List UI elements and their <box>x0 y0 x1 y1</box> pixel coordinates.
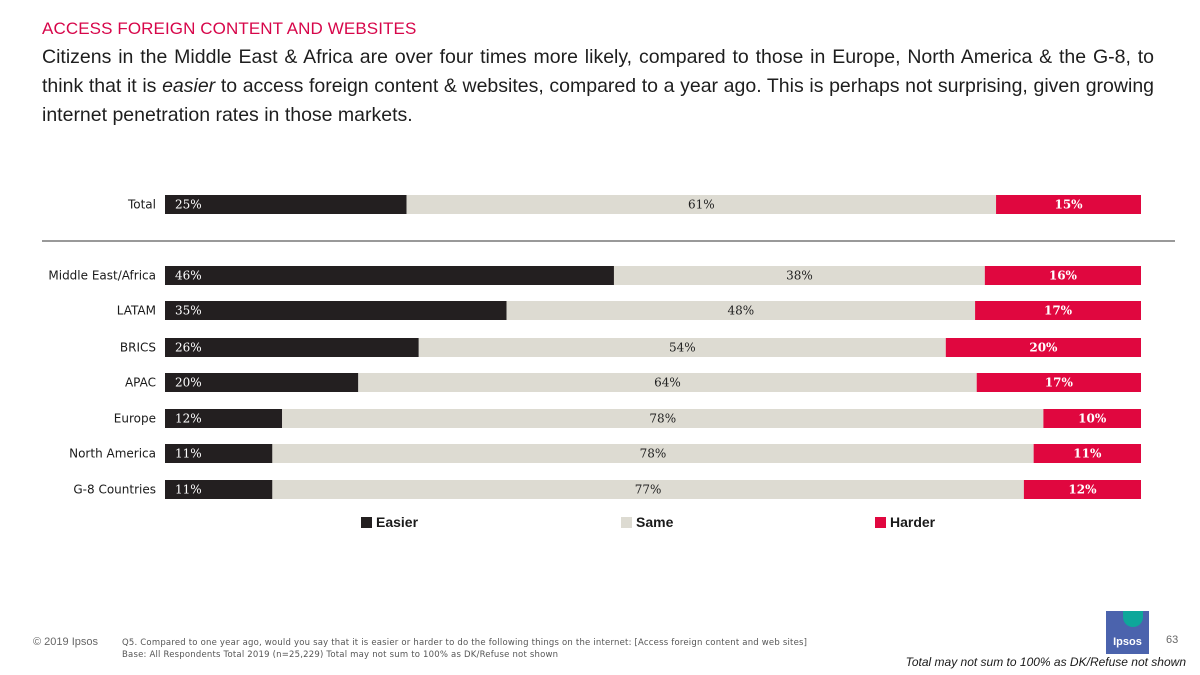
bar-harder-total <box>996 195 1141 214</box>
bar-harder-middle-east-africa <box>984 266 1141 285</box>
data-label-harder-brics: 20% <box>1029 341 1058 355</box>
legend-label-harder: Harder <box>890 514 936 530</box>
bar-same-middle-east-africa <box>613 266 985 285</box>
data-label-harder-middle-east-africa: 16% <box>1049 269 1078 283</box>
bar-same-north-america <box>272 444 1034 463</box>
data-label-easier-g-8-countries: 11% <box>175 483 202 497</box>
data-label-harder-total: 15% <box>1054 198 1083 212</box>
data-label-same-total: 61% <box>688 198 715 212</box>
logo-accent <box>1123 611 1143 627</box>
data-label-easier-brics: 26% <box>175 341 202 355</box>
data-label-same-europe: 78% <box>649 412 676 426</box>
copyright: © 2019 Ipsos <box>33 636 98 648</box>
legend-item-easier: Easier <box>361 514 418 530</box>
legend-label-easier: Easier <box>376 514 419 530</box>
data-label-harder-apac: 17% <box>1045 376 1074 390</box>
bar-same-apac <box>358 373 977 392</box>
category-label-total: Total <box>127 198 156 212</box>
data-label-same-apac: 64% <box>654 376 681 390</box>
legend-item-same: Same <box>621 514 673 530</box>
data-label-harder-latam: 17% <box>1044 304 1073 318</box>
bar-same-europe <box>282 409 1044 428</box>
legend-swatch-easier <box>361 516 372 528</box>
data-label-same-middle-east-africa: 38% <box>786 269 813 283</box>
data-label-same-north-america: 78% <box>640 447 667 461</box>
bar-harder-brics <box>945 338 1141 357</box>
legend-swatch-same <box>621 516 632 528</box>
bar-harder-latam <box>975 301 1141 320</box>
category-label-latam: LATAM <box>117 304 156 318</box>
category-label-north-america: North America <box>69 447 156 461</box>
headline: Citizens in the Middle East & Africa are… <box>42 43 1154 130</box>
footnote-base: Base: All Respondents Total 2019 (n=25,2… <box>122 650 559 660</box>
data-label-same-latam: 48% <box>728 304 755 318</box>
legend-swatch-harder <box>875 516 886 528</box>
logo-wordmark: Ipsos <box>1113 636 1142 648</box>
category-label-apac: APAC <box>125 376 156 390</box>
bar-easier-brics <box>165 338 419 357</box>
legend-item-harder: Harder <box>875 514 935 530</box>
bar-harder-g-8-countries <box>1023 480 1141 499</box>
ipsos-logo: Ipsos <box>1106 611 1149 654</box>
headline-text: Citizens in the Middle East & Africa are… <box>42 46 1154 97</box>
bar-easier-north-america <box>165 444 273 463</box>
bar-harder-europe <box>1043 409 1141 428</box>
bar-easier-middle-east-africa <box>165 266 614 285</box>
bar-easier-latam <box>165 301 507 320</box>
bar-easier-g-8-countries <box>165 480 273 499</box>
data-label-easier-total: 25% <box>175 198 202 212</box>
bar-easier-apac <box>165 373 359 392</box>
data-label-easier-apac: 20% <box>175 376 202 390</box>
data-label-harder-north-america: 11% <box>1073 447 1102 461</box>
data-label-easier-north-america: 11% <box>175 447 202 461</box>
bar-same-brics <box>418 338 946 357</box>
bar-same-total <box>406 195 997 214</box>
bar-harder-apac <box>976 373 1141 392</box>
chart-legend: Easier Same Harder <box>0 514 1200 536</box>
category-label-brics: BRICS <box>120 341 156 355</box>
footnote: Q5. Compared to one year ago, would you … <box>122 637 807 661</box>
bar-easier-europe <box>165 409 283 428</box>
bar-same-g-8-countries <box>272 480 1024 499</box>
category-label-europe: Europe <box>114 412 156 426</box>
total-note: Total may not sum to 100% as DK/Refuse n… <box>905 655 1186 669</box>
data-label-easier-latam: 35% <box>175 304 202 318</box>
data-label-harder-europe: 10% <box>1078 412 1107 426</box>
footnote-question: Q5. Compared to one year ago, would you … <box>122 638 808 648</box>
bar-same-latam <box>506 301 976 320</box>
data-label-harder-g-8-countries: 12% <box>1068 483 1097 497</box>
category-label-middle-east-africa: Middle East/Africa <box>48 269 156 283</box>
headline-emphasis: easier <box>162 75 216 97</box>
section-kicker: ACCESS FOREIGN CONTENT AND WEBSITES <box>42 19 417 38</box>
data-label-same-g-8-countries: 77% <box>635 483 662 497</box>
data-label-easier-middle-east-africa: 46% <box>175 269 202 283</box>
headline-text-end: to access foreign content & websites, co… <box>42 75 1155 126</box>
data-label-same-brics: 54% <box>669 341 696 355</box>
data-label-easier-europe: 12% <box>175 412 202 426</box>
legend-label-same: Same <box>636 514 674 530</box>
bar-easier-total <box>165 195 407 214</box>
bar-harder-north-america <box>1033 444 1141 463</box>
page-number: 63 <box>1166 634 1179 646</box>
category-label-g-8-countries: G-8 Countries <box>73 483 156 497</box>
